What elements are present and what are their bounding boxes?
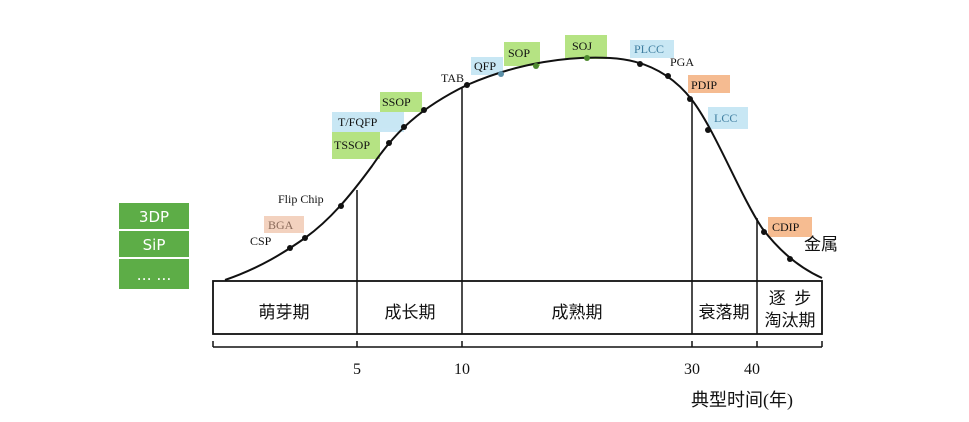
box-item: SiP: [143, 236, 166, 254]
package-label: T/FQFP: [338, 115, 378, 129]
tick-labels: 5 10 30 40: [353, 361, 760, 378]
point: [338, 203, 344, 209]
point: [665, 73, 671, 79]
dividers: [356, 87, 758, 334]
highlight: [565, 35, 607, 59]
life-curve: [224, 56, 823, 281]
package-label: SOJ: [572, 39, 592, 53]
package-label: TSSOP: [334, 138, 370, 152]
highlight: [471, 57, 503, 75]
package-label: BGA: [268, 218, 294, 232]
highlight: [380, 92, 422, 112]
package-label: PGA: [670, 55, 694, 69]
tick-label: 5: [353, 361, 361, 378]
phase-label: 成长期: [385, 303, 436, 322]
point: [287, 245, 293, 251]
package-labels: CSP BGA Flip Chip TSSOP T/FQFP SSOP TAB …: [250, 39, 838, 254]
package-label: SOP: [508, 46, 530, 60]
package-label: SSOP: [382, 95, 411, 109]
package-label: CDIP: [772, 220, 800, 234]
highlight: [708, 107, 748, 129]
highlights: [264, 35, 812, 237]
phase-label: 萌芽期: [259, 303, 310, 322]
phase-label: 成熟期: [552, 302, 603, 322]
tick-label: 30: [684, 361, 700, 378]
point: [705, 127, 711, 133]
package-label: LCC: [714, 111, 737, 125]
box-item: 3DP: [139, 208, 169, 226]
point: [533, 63, 539, 69]
package-label: CSP: [250, 234, 272, 248]
package-label: Flip Chip: [278, 192, 324, 206]
highlight: [332, 131, 380, 159]
package-label: TAB: [441, 71, 464, 85]
phase-label: 淘汰期: [765, 311, 816, 330]
highlight: [688, 75, 730, 93]
point: [401, 124, 407, 130]
highlight: [332, 112, 404, 132]
highlight: [630, 40, 674, 58]
box-cell: [117, 257, 191, 291]
time-axis: [212, 341, 823, 348]
highlight: [504, 42, 540, 66]
tick-label: 10: [454, 361, 470, 378]
point: [584, 55, 590, 61]
phase-labels: 萌芽期 成长期 成熟期 衰落期 逐 步 淘汰期: [259, 289, 816, 330]
box-item: … …: [137, 266, 172, 284]
point: [464, 82, 470, 88]
point: [761, 229, 767, 235]
point: [386, 140, 392, 146]
package-label: PDIP: [691, 78, 717, 92]
phase-bar: [212, 280, 823, 335]
phase-label: 衰落期: [699, 303, 750, 322]
point: [498, 71, 504, 77]
point: [787, 256, 793, 262]
axis-label: 典型时间(年): [691, 390, 793, 411]
phase-label: 逐 步: [769, 289, 812, 308]
point: [302, 235, 308, 241]
package-label: QFP: [474, 59, 496, 73]
package-label: PLCC: [634, 42, 664, 56]
points: [287, 55, 793, 262]
package-label: 金属: [804, 235, 838, 254]
highlight: [264, 216, 304, 233]
point: [421, 107, 427, 113]
left-box: 3DP SiP … …: [117, 201, 191, 291]
point: [637, 61, 643, 67]
highlight: [768, 217, 812, 237]
tick-label: 40: [744, 361, 760, 378]
